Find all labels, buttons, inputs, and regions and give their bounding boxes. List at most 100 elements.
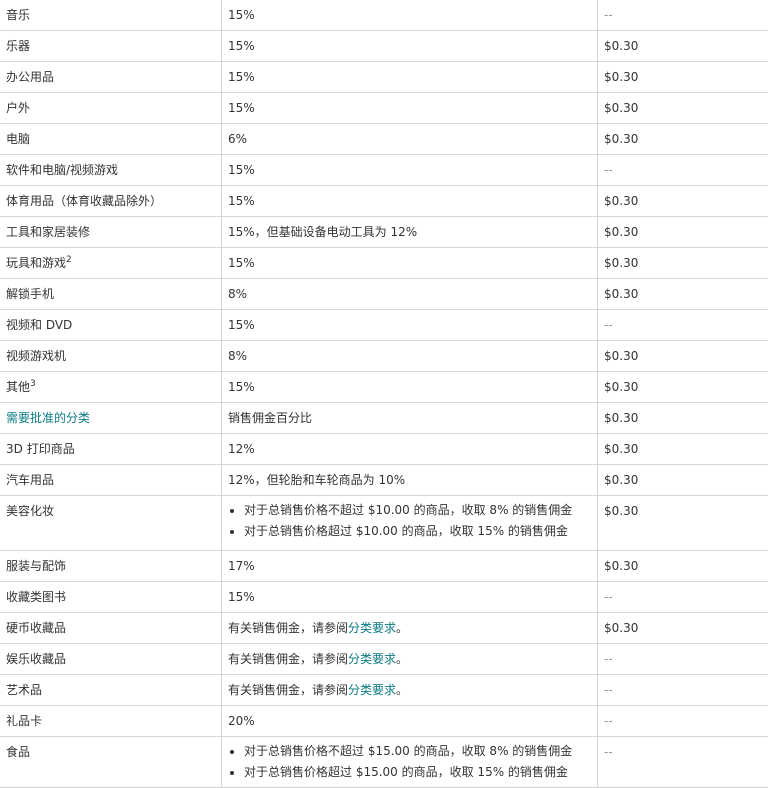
min-fee-cell: $0.30 (598, 465, 768, 496)
min-fee-cell: -- (598, 0, 768, 31)
category-name: 工具和家居装修 (6, 225, 90, 239)
category-cell: 工具和家居装修 (0, 217, 222, 248)
category-cell: 需要批准的分类 (0, 403, 222, 434)
footnote-marker: 2 (66, 255, 72, 265)
category-name: 软件和电脑/视频游戏 (6, 163, 118, 177)
min-fee-cell: -- (598, 706, 768, 737)
category-name: 电脑 (6, 132, 30, 146)
min-fee: -- (604, 590, 613, 604)
table-row: 美容化妆 对于总销售价格不超过 $10.00 的商品，收取 8% 的销售佣金对于总… (0, 496, 768, 551)
fee-suffix: 。 (396, 621, 408, 635)
category-name: 汽车用品 (6, 473, 54, 487)
category-cell: 娱乐收藏品 (0, 644, 222, 675)
min-fee-cell: $0.30 (598, 31, 768, 62)
min-fee-cell: -- (598, 310, 768, 341)
category-cell: 硬币收藏品 (0, 613, 222, 644)
table-row: 艺术品有关销售佣金，请参阅分类要求。-- (0, 675, 768, 706)
fee-cell: 12%，但轮胎和车轮商品为 10% (222, 465, 598, 496)
min-fee-cell: $0.30 (598, 248, 768, 279)
category-name: 音乐 (6, 8, 30, 22)
category-cell: 玩具和游戏2 (0, 248, 222, 279)
min-fee: -- (604, 652, 613, 666)
fee-text: 8% (228, 349, 247, 363)
min-fee-cell: $0.30 (598, 496, 768, 551)
category-cell: 收藏类图书 (0, 582, 222, 613)
category-cell: 乐器 (0, 31, 222, 62)
category-name: 视频游戏机 (6, 349, 66, 363)
fee-text: 15% (228, 70, 255, 84)
min-fee: $0.30 (604, 256, 638, 270)
fee-text: 15%，但基础设备电动工具为 12% (228, 225, 417, 239)
min-fee: $0.30 (604, 101, 638, 115)
min-fee-cell: -- (598, 675, 768, 706)
table-row: 玩具和游戏2 15% $0.30 (0, 248, 768, 279)
table-row: 需要批准的分类 销售佣金百分比 $0.30 (0, 403, 768, 434)
category-requirements-link[interactable]: 分类要求 (348, 683, 396, 697)
min-fee: $0.30 (604, 349, 638, 363)
fee-cell: 8% (222, 341, 598, 372)
category-name: 其他 (6, 380, 30, 394)
fee-cell: 对于总销售价格不超过 $10.00 的商品，收取 8% 的销售佣金对于总销售价格… (222, 496, 598, 551)
category-name: 美容化妆 (6, 504, 54, 518)
fee-cell: 15% (222, 372, 598, 403)
fee-text: 12%，但轮胎和车轮商品为 10% (228, 473, 405, 487)
min-fee-cell: -- (598, 155, 768, 186)
fee-cell: 15% (222, 310, 598, 341)
category-name: 艺术品 (6, 683, 42, 697)
min-fee-cell: $0.30 (598, 217, 768, 248)
category-cell: 汽车用品 (0, 465, 222, 496)
fee-cell: 销售佣金百分比 (222, 403, 598, 434)
category-cell: 3D 打印商品 (0, 434, 222, 465)
min-fee-cell: $0.30 (598, 186, 768, 217)
fee-cell: 15% (222, 248, 598, 279)
fee-cell: 15% (222, 62, 598, 93)
fee-text: 有关销售佣金，请参阅 (228, 683, 348, 697)
fee-cell: 15% (222, 582, 598, 613)
category-cell: 音乐 (0, 0, 222, 31)
min-fee: $0.30 (604, 504, 638, 518)
fee-text: 销售佣金百分比 (228, 411, 312, 425)
footnote-marker: 3 (30, 379, 36, 389)
min-fee: -- (604, 8, 613, 22)
category-name: 服装与配饰 (6, 559, 66, 573)
category-cell: 体育用品（体育收藏品除外） (0, 186, 222, 217)
min-fee: $0.30 (604, 559, 638, 573)
min-fee: $0.30 (604, 380, 638, 394)
fee-cell: 有关销售佣金，请参阅分类要求。 (222, 644, 598, 675)
min-fee: $0.30 (604, 442, 638, 456)
category-cell: 软件和电脑/视频游戏 (0, 155, 222, 186)
min-fee: $0.30 (604, 132, 638, 146)
category-requirements-link[interactable]: 分类要求 (348, 621, 396, 635)
approval-categories-link[interactable]: 需要批准的分类 (6, 411, 90, 425)
fee-text: 12% (228, 442, 255, 456)
min-fee: -- (604, 745, 613, 759)
fee-cell: 15% (222, 186, 598, 217)
min-fee-cell: $0.30 (598, 551, 768, 582)
min-fee: $0.30 (604, 411, 638, 425)
min-fee: $0.30 (604, 39, 638, 53)
category-cell: 视频和 DVD (0, 310, 222, 341)
fee-list-item: 对于总销售价格超过 $10.00 的商品，收取 15% 的销售佣金 (244, 521, 591, 542)
fee-cell: 12% (222, 434, 598, 465)
category-cell: 服装与配饰 (0, 551, 222, 582)
fee-text: 15% (228, 256, 255, 270)
category-name: 3D 打印商品 (6, 442, 75, 456)
fee-cell: 8% (222, 279, 598, 310)
min-fee-cell: $0.30 (598, 434, 768, 465)
min-fee: -- (604, 683, 613, 697)
category-requirements-link[interactable]: 分类要求 (348, 652, 396, 666)
table-row: 汽车用品 12%，但轮胎和车轮商品为 10% $0.30 (0, 465, 768, 496)
min-fee-cell: $0.30 (598, 124, 768, 155)
fee-text: 8% (228, 287, 247, 301)
fee-cell: 有关销售佣金，请参阅分类要求。 (222, 613, 598, 644)
fee-list-item: 对于总销售价格不超过 $10.00 的商品，收取 8% 的销售佣金 (244, 500, 591, 521)
fee-list: 对于总销售价格不超过 $10.00 的商品，收取 8% 的销售佣金对于总销售价格… (228, 496, 591, 546)
min-fee: -- (604, 163, 613, 177)
category-cell: 办公用品 (0, 62, 222, 93)
